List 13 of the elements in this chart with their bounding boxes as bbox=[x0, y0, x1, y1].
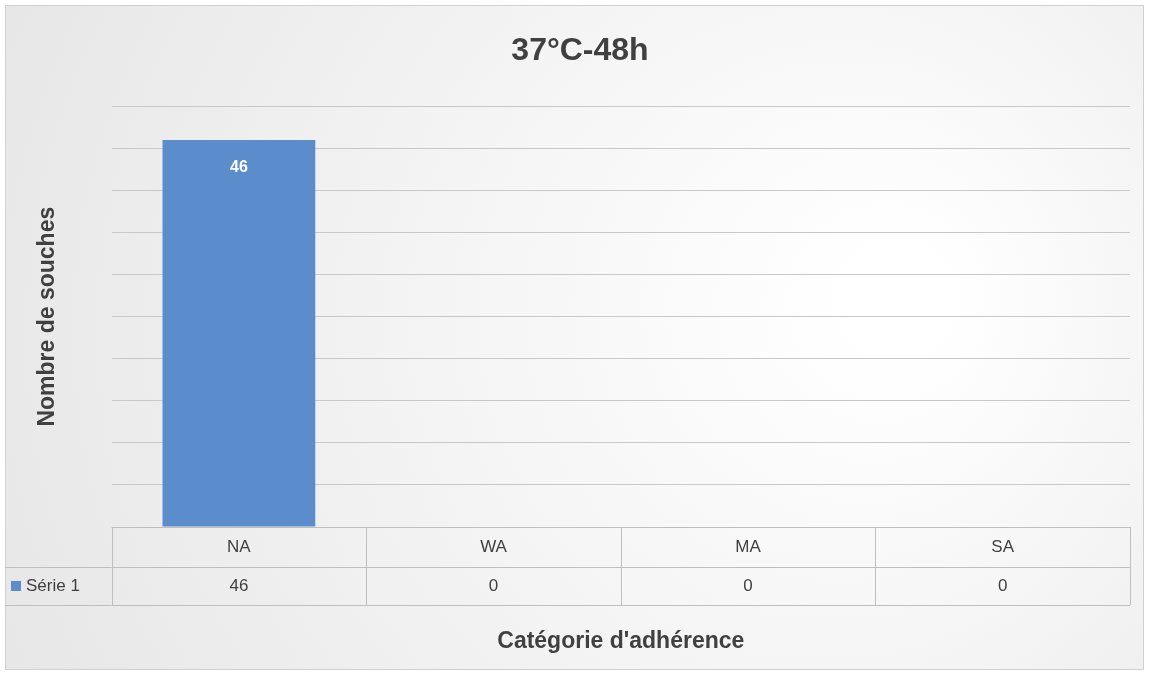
data-label: 46 bbox=[229, 575, 249, 595]
data-label: 0 bbox=[743, 575, 753, 595]
y-axis-title: Nombre de souches bbox=[33, 206, 60, 427]
data-label: 0 bbox=[997, 575, 1008, 595]
x-axis-title: Catégorie d'adhérence bbox=[497, 627, 745, 654]
x-tick-label: MA bbox=[735, 536, 762, 556]
x-tick-label: SA bbox=[991, 536, 1015, 556]
data-label: 0 bbox=[488, 575, 499, 595]
annotation: 46 bbox=[230, 158, 248, 176]
legend-label: Série 1 bbox=[26, 575, 80, 595]
x-tick-label: WA bbox=[480, 536, 508, 556]
chart-title: 37°C-48h bbox=[511, 31, 649, 68]
x-tick-label: NA bbox=[227, 536, 252, 556]
